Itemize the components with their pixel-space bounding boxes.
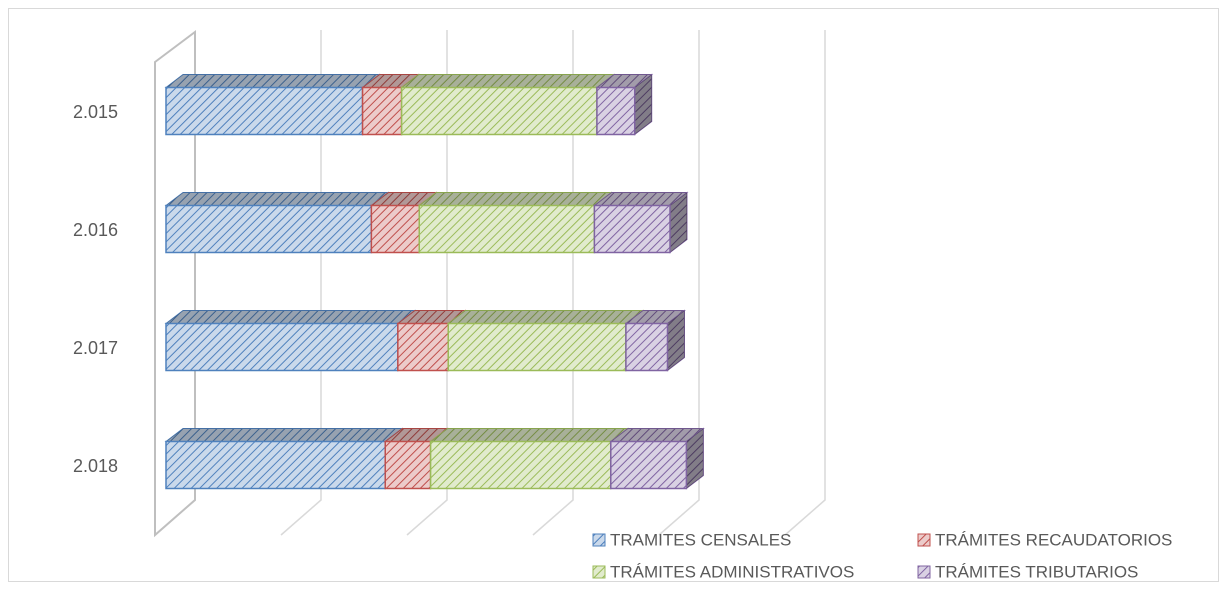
y-tick-label: 2.016: [73, 220, 118, 240]
bar-top-shade: [166, 310, 415, 324]
y-tick-label: 2.017: [73, 338, 118, 358]
bar-top-shade: [166, 74, 380, 88]
y-tick-label: 2.015: [73, 102, 118, 122]
bar-top-shade: [362, 74, 419, 88]
bar-top-shade: [401, 74, 614, 88]
bar: [610, 440, 688, 490]
bar-top-shade: [397, 310, 466, 324]
bar-side-shade: [667, 310, 685, 371]
bar-top-shade: [166, 192, 389, 206]
legend-label: TRÁMITES RECAUDATORIOS: [935, 530, 1172, 549]
grid-line: [406, 30, 448, 536]
bar-side-shade: [670, 192, 687, 253]
bar: [429, 440, 612, 490]
bar: [447, 322, 627, 372]
bar-top-shade: [166, 428, 403, 442]
y-tick-label: 2.018: [73, 456, 118, 476]
grid-line: [784, 30, 826, 536]
bar-top-shade: [371, 192, 437, 206]
bar: [397, 322, 449, 372]
bar-top-shade: [430, 428, 628, 442]
bar: [625, 322, 669, 372]
grid-line: [532, 30, 574, 536]
bar-top-shade: [625, 310, 685, 324]
bar-top-shade: [385, 428, 448, 442]
bar-top-shade: [448, 310, 643, 324]
bar-top-shade: [419, 192, 612, 206]
grid-line: [280, 30, 322, 536]
legend-swatch: [917, 565, 931, 579]
bar: [593, 204, 671, 254]
bar-top-shade: [594, 192, 687, 206]
bar: [384, 440, 432, 490]
bar: [361, 86, 403, 136]
bar: [165, 86, 364, 136]
grid-line: [658, 30, 700, 536]
legend-label: TRÁMITES TRIBUTARIOS: [935, 562, 1138, 581]
bar: [165, 322, 399, 372]
bar: [418, 204, 596, 254]
bar: [400, 86, 598, 136]
bar-top-shade: [596, 74, 652, 88]
legend-swatch: [592, 533, 606, 547]
legend-swatch: [592, 565, 606, 579]
bar-side-shade: [686, 428, 704, 489]
bar: [370, 204, 421, 254]
bar-side-shade: [634, 74, 652, 135]
bar-top-shade: [610, 428, 704, 442]
legend-swatch: [917, 533, 931, 547]
legend-label: TRÁMITES ADMINISTRATIVOS: [610, 562, 854, 581]
side-wall: [154, 30, 196, 538]
legend-label: TRAMITES CENSALES: [610, 530, 791, 549]
bar: [165, 440, 386, 490]
bar: [165, 204, 373, 254]
bar: [596, 86, 636, 136]
